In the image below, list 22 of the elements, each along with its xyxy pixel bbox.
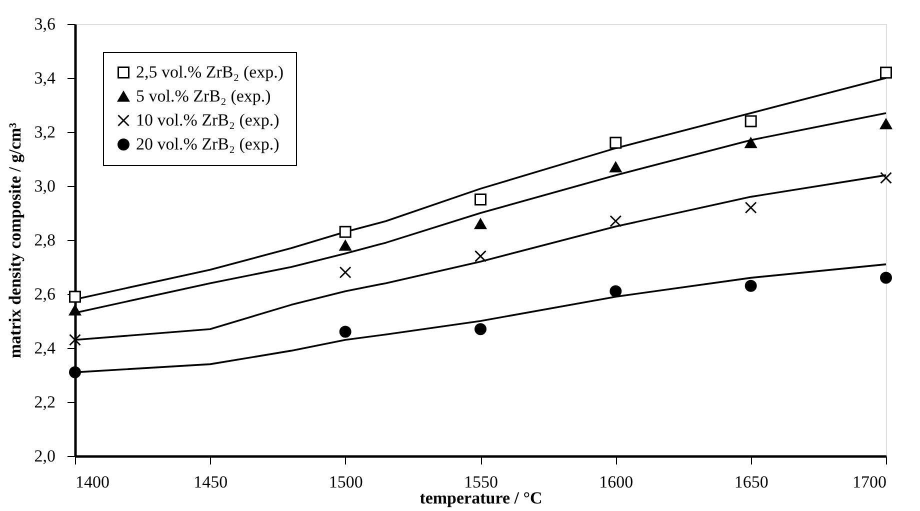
- y-tick-label: 2,6: [34, 284, 56, 304]
- y-tick-label: 3,4: [34, 68, 56, 88]
- y-tick-label: 3,0: [34, 176, 56, 196]
- y-axis-title: matrix density composite / g/cm³: [5, 122, 24, 358]
- x-tick-label: 1450: [194, 472, 228, 492]
- y-tick-label: 2,2: [34, 392, 56, 412]
- x-tick-label: 1400: [76, 472, 110, 492]
- x-tick-label: 1650: [734, 472, 768, 492]
- x-tick-label: 1500: [328, 472, 363, 492]
- y-tick-label: 3,6: [34, 14, 56, 34]
- y-tick-label: 2,4: [34, 338, 56, 358]
- x-tick-label: 1700: [852, 472, 886, 492]
- x-axis-title: temperature / °C: [420, 488, 542, 508]
- x-tick-label: 1600: [599, 472, 634, 492]
- legend-label: 2,5 vol.% ZrB₂ (exp.): [136, 62, 284, 82]
- x-tick-label: 1550: [464, 472, 498, 492]
- legend-label: 20 vol.% ZrB₂ (exp.): [136, 134, 280, 154]
- y-tick-label: 2,0: [34, 446, 56, 466]
- y-tick-label: 2,8: [34, 230, 56, 250]
- y-tick-label: 3,2: [34, 122, 56, 142]
- legend-label: 10 vol.% ZrB₂ (exp.): [136, 110, 280, 130]
- legend-label: 5 vol.% ZrB₂ (exp.): [136, 86, 271, 106]
